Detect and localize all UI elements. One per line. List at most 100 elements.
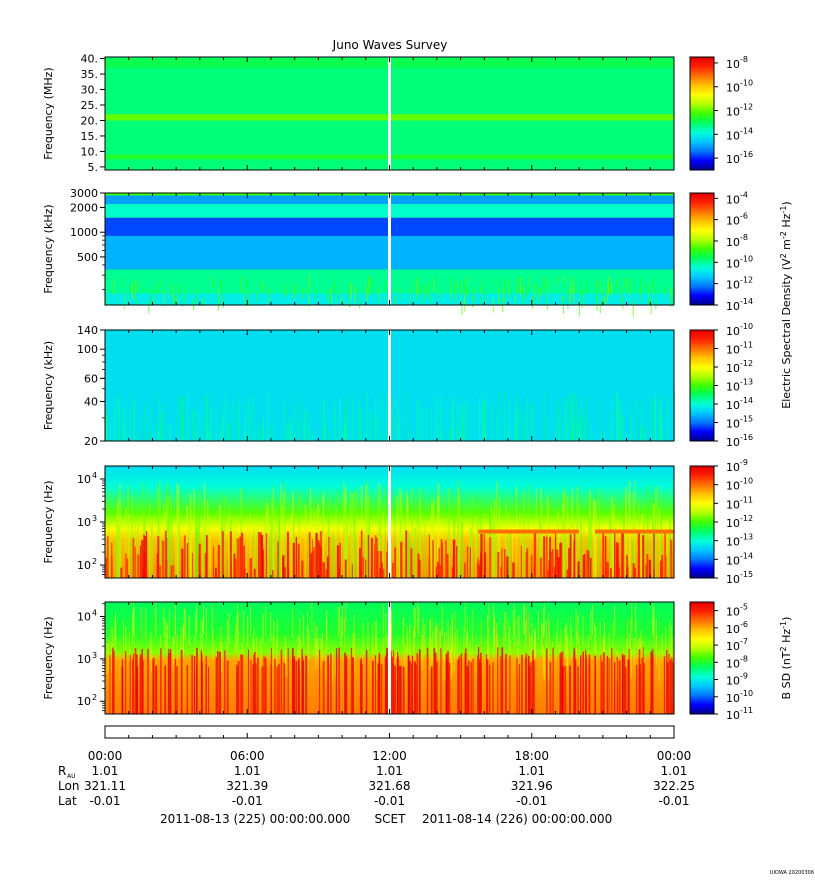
emission-burst — [447, 488, 450, 578]
emission-burst — [566, 569, 570, 578]
emission-burst — [638, 639, 640, 670]
emission-burst — [364, 485, 367, 578]
emission-burst — [172, 635, 174, 666]
emission-burst — [552, 549, 554, 578]
emission-burst — [134, 546, 136, 578]
noise-streak — [572, 414, 574, 441]
emission-burst — [125, 626, 127, 657]
noise-streak — [371, 278, 373, 294]
emission-burst — [598, 489, 600, 578]
noise-streak — [268, 287, 270, 303]
emission-burst — [189, 494, 192, 578]
emission-burst — [280, 649, 283, 714]
emission-burst — [304, 505, 307, 578]
noise-streak — [630, 281, 632, 295]
emission-burst — [393, 650, 395, 714]
y-tick-exponent: 4 — [92, 609, 97, 618]
emission-burst — [396, 496, 399, 578]
colorbar-tick-exponent: -14 — [740, 297, 753, 306]
noise-streak — [644, 280, 646, 290]
noise-streak — [450, 283, 452, 299]
emission-burst — [335, 648, 338, 714]
emission-burst — [616, 546, 618, 578]
emission-burst — [235, 519, 238, 578]
emission-burst — [438, 548, 440, 578]
noise-streak — [616, 278, 618, 289]
colorbar-tick-exponent: -9 — [740, 458, 748, 467]
emission-burst — [643, 529, 645, 578]
emission-burst — [528, 632, 530, 663]
emission-burst — [215, 657, 217, 714]
emission-burst — [655, 618, 657, 649]
emission-burst — [108, 639, 110, 670]
emission-burst — [342, 606, 344, 637]
noise-streak — [150, 408, 152, 441]
noise-streak — [485, 391, 487, 441]
emission-burst — [413, 629, 415, 660]
noise-streak — [326, 289, 328, 301]
emission-burst — [150, 631, 152, 662]
emission-burst — [615, 649, 617, 680]
emission-burst — [440, 648, 442, 714]
noise-streak — [374, 419, 376, 441]
emission-burst — [422, 617, 424, 648]
noise-streak — [188, 415, 190, 441]
emission-burst — [481, 525, 484, 578]
emission-burst — [419, 665, 421, 714]
noise-streak — [341, 426, 343, 441]
noise-streak — [586, 281, 588, 295]
y-tick-label: 10 — [77, 611, 91, 624]
noise-streak — [289, 430, 291, 441]
emission-burst — [209, 515, 212, 578]
ephemeris-row-label: Lat — [58, 794, 77, 808]
y-axis-label: Frequency (kHz) — [42, 341, 55, 430]
noise-streak — [172, 285, 174, 292]
emission-burst — [145, 608, 147, 639]
noise-streak — [480, 287, 482, 295]
emission-burst — [235, 624, 237, 655]
emission-burst — [470, 537, 473, 578]
emission-burst — [669, 621, 671, 652]
emission-burst — [105, 557, 108, 578]
noise-streak — [421, 285, 423, 304]
noise-streak — [606, 287, 608, 297]
emission-burst — [202, 533, 205, 578]
noise-streak — [243, 424, 245, 441]
noise-streak — [564, 275, 566, 284]
noise-streak — [580, 414, 582, 441]
noise-streak — [376, 416, 378, 441]
colorbar-tick-label: 10 — [726, 325, 740, 338]
emission-burst — [299, 639, 301, 670]
emission-burst — [174, 659, 177, 714]
noise-streak — [177, 394, 179, 441]
emission-burst — [273, 621, 275, 652]
noise-streak — [201, 423, 203, 441]
emission-burst — [114, 536, 117, 578]
emission-burst — [155, 665, 158, 714]
noise-streak — [492, 298, 494, 313]
y-tick-label: 10 — [77, 653, 91, 666]
emission-burst — [165, 621, 167, 652]
emission-burst — [553, 566, 556, 578]
emission-burst — [327, 530, 330, 578]
colorbar-tick-label: 10 — [726, 657, 740, 670]
noise-streak — [654, 399, 656, 441]
noise-streak — [609, 425, 611, 441]
noise-streak — [340, 290, 342, 297]
noise-streak — [484, 401, 486, 441]
emission-burst — [398, 665, 401, 714]
colorbar-tick-exponent: -9 — [740, 672, 748, 681]
emission-burst — [189, 519, 191, 578]
noise-streak — [659, 418, 661, 441]
emission-burst — [450, 649, 452, 680]
noise-streak — [113, 278, 115, 296]
emission-burst — [407, 531, 410, 578]
emission-burst — [533, 629, 535, 660]
emission-burst — [119, 651, 121, 682]
ephemeris-value: 1.01 — [234, 764, 261, 778]
colorbar-tick-exponent: -15 — [740, 570, 753, 579]
noise-streak — [578, 299, 580, 317]
noise-streak — [509, 399, 511, 441]
emission-burst — [387, 540, 389, 578]
